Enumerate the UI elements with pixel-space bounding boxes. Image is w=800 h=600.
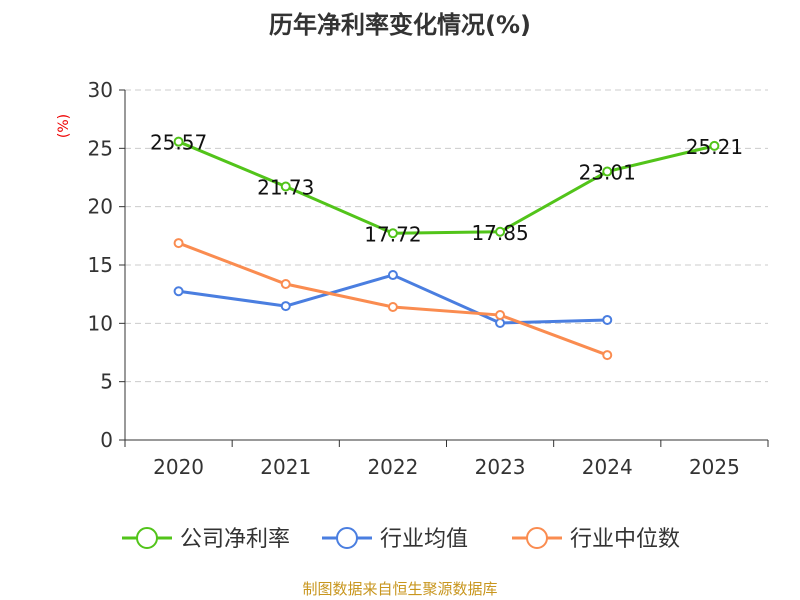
x-tick-label: 2020: [153, 455, 204, 479]
legend-marker-icon: [136, 527, 158, 549]
legend-item-0[interactable]: 公司净利率: [122, 527, 290, 552]
data-point[interactable]: [387, 228, 398, 239]
data-point[interactable]: [602, 166, 613, 177]
y-axis-label: (%): [56, 114, 72, 138]
data-label: 21.73: [257, 175, 314, 199]
data-point[interactable]: [602, 314, 613, 325]
y-tick-label: 10: [88, 311, 113, 335]
x-tick-label: 2021: [260, 455, 311, 479]
legend-marker-icon: [526, 527, 548, 549]
y-tick-label: 30: [88, 78, 113, 102]
data-label: 17.85: [471, 221, 528, 245]
y-tick-label: 20: [88, 195, 113, 219]
data-point[interactable]: [280, 181, 291, 192]
data-point[interactable]: [173, 136, 184, 147]
legend-label: 行业均值: [380, 527, 468, 552]
x-tick-label: 2025: [689, 455, 740, 479]
series-line-1: [178, 273, 608, 325]
x-tick-label: 2022: [367, 455, 418, 479]
data-point[interactable]: [602, 350, 613, 361]
x-tick-label: 2024: [582, 455, 633, 479]
chart-title: 历年净利率变化情况(%): [269, 11, 531, 39]
legend-item-2[interactable]: 行业中位数: [512, 527, 680, 552]
y-tick-label: 5: [100, 370, 113, 394]
footer-source: 制图数据来自恒生聚源数据库: [302, 580, 497, 598]
y-tick-label: 25: [88, 136, 113, 160]
data-label: 17.72: [364, 222, 421, 246]
data-point[interactable]: [387, 302, 398, 312]
y-tick-label: 15: [88, 253, 113, 277]
data-point[interactable]: [709, 140, 720, 151]
data-point[interactable]: [173, 238, 184, 249]
data-point[interactable]: [495, 310, 506, 321]
data-point[interactable]: [280, 301, 291, 312]
legend-label: 公司净利率: [180, 527, 290, 552]
legend-marker-icon: [336, 527, 358, 549]
data-label: 25.21: [686, 135, 743, 159]
data-label: 23.01: [579, 161, 636, 185]
data-point[interactable]: [495, 317, 506, 328]
data-point[interactable]: [387, 270, 398, 281]
legend-label: 行业中位数: [570, 527, 680, 552]
y-tick-label: 0: [100, 428, 113, 452]
x-tick-label: 2023: [475, 455, 526, 479]
data-point[interactable]: [280, 279, 291, 290]
legend-item-1[interactable]: 行业均值: [322, 527, 468, 552]
series-line-0: [178, 140, 715, 235]
data-point[interactable]: [495, 226, 506, 237]
data-point[interactable]: [173, 286, 184, 297]
data-label: 25.57: [150, 131, 207, 155]
